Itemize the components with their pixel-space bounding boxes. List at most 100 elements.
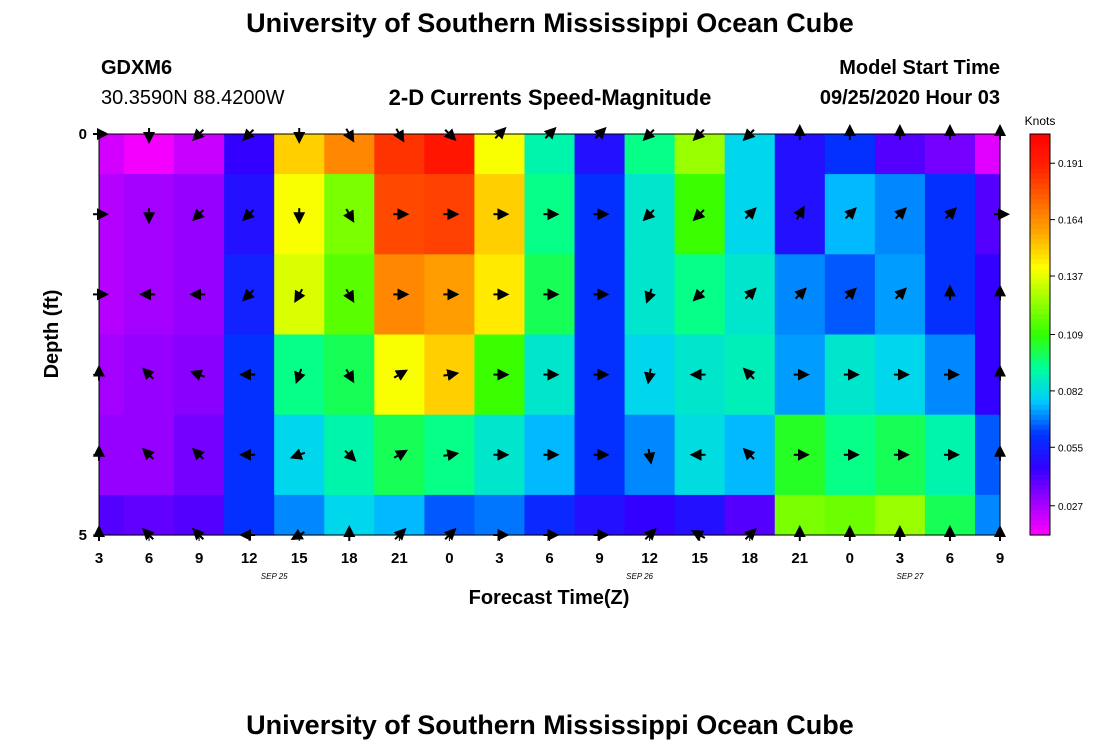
colorbar-swatch [1030, 249, 1050, 255]
x-tick-label: 9 [195, 550, 203, 567]
current-arrow [141, 447, 155, 461]
colorbar-swatch [1030, 514, 1050, 521]
colorbar-swatch [1030, 489, 1050, 496]
current-arrow [944, 207, 958, 220]
current-arrow [744, 207, 757, 220]
colorbar-swatch [1030, 364, 1050, 371]
current-arrow [643, 448, 656, 465]
heat-cell [974, 254, 1001, 336]
colorbar-swatch [1030, 394, 1050, 401]
date-label: SEP 27 [896, 572, 923, 581]
current-arrow [189, 369, 206, 381]
x-tick-label: 12 [241, 550, 258, 567]
current-arrow [692, 288, 706, 302]
colorbar-swatch [1030, 424, 1050, 431]
colorbar-swatch [1030, 199, 1050, 205]
colorbar-swatch [1030, 304, 1050, 311]
colorbar-swatch [1030, 319, 1050, 326]
current-arrow [289, 448, 306, 460]
current-arrow [794, 287, 807, 301]
colorbar-swatch [1030, 154, 1050, 160]
x-tick-label: 6 [145, 550, 153, 567]
colorbar-swatch [1030, 174, 1050, 180]
current-arrow [894, 207, 907, 220]
heat-cell [724, 494, 776, 536]
heat-cell [624, 134, 676, 175]
current-arrow [343, 449, 357, 462]
heat-cell [774, 134, 826, 175]
heat-cell [974, 334, 1001, 416]
colorbar-swatch [1030, 389, 1050, 396]
colorbar-swatch [1030, 254, 1050, 260]
model-start-time: 09/25/2020 Hour 03 [819, 87, 1000, 109]
model-start-label: Model Start Time [839, 57, 1000, 79]
chart-subtitle: 2-D Currents Speed-Magnitude [388, 85, 712, 110]
heat-cell [374, 134, 425, 175]
current-arrow [844, 207, 857, 220]
colorbar-swatch [1030, 484, 1050, 491]
colorbar-swatch [1030, 309, 1050, 316]
heat-cell [674, 134, 726, 175]
heat-cell [224, 494, 275, 536]
heat-cell [424, 494, 476, 536]
colorbar-swatch [1030, 504, 1050, 511]
colorbar-swatch [1030, 439, 1050, 446]
colorbar-swatch [1030, 234, 1050, 240]
colorbar-swatch [1030, 499, 1050, 506]
colorbar-swatch [1030, 299, 1050, 306]
heat-cell [574, 494, 626, 536]
colorbar-swatch [1030, 509, 1050, 516]
colorbar-swatch [1030, 204, 1050, 210]
heat-cell [274, 134, 325, 175]
colorbar-swatch [1030, 529, 1050, 536]
colorbar-swatch [1030, 134, 1050, 140]
current-arrow [844, 287, 857, 301]
x-tick-label: 3 [896, 550, 904, 567]
x-tick-label: 21 [791, 550, 808, 567]
colorbar-unit: Knots [1025, 114, 1056, 128]
current-arrow [744, 287, 757, 301]
colorbar-swatch [1030, 289, 1050, 295]
x-tick-label: 6 [946, 550, 954, 567]
x-tick-label: 3 [495, 550, 503, 567]
current-arrow [294, 368, 306, 384]
x-tick-label: 15 [291, 550, 308, 567]
colorbar-tick-label: 0.082 [1058, 387, 1083, 398]
heat-cell [99, 334, 125, 416]
heat-cell [574, 134, 626, 175]
heat-cell [174, 494, 225, 536]
colorbar-swatch [1030, 184, 1050, 190]
x-tick-label: 9 [996, 550, 1004, 567]
heat-cell [124, 134, 175, 175]
colorbar-swatch [1030, 494, 1050, 501]
colorbar-swatch [1030, 359, 1050, 366]
current-arrow [343, 288, 355, 304]
colorbar-swatch [1030, 344, 1050, 351]
heat-cell [374, 494, 425, 536]
colorbar-swatch [1030, 419, 1050, 426]
x-tick-label: 9 [595, 550, 603, 567]
colorbar-swatch [1030, 414, 1050, 421]
colorbar-swatch [1030, 219, 1050, 225]
current-arrow [393, 369, 408, 381]
heat-cell [974, 494, 1001, 536]
x-tick-label: 12 [641, 550, 658, 567]
current-arrow [793, 205, 805, 220]
colorbar-swatch [1030, 474, 1050, 481]
colorbar-swatch [1030, 229, 1050, 235]
heat-cell [724, 134, 776, 175]
colorbar-swatch [1030, 329, 1050, 336]
colorbar-swatch [1030, 164, 1050, 170]
y-tick-label: 0 [79, 126, 87, 143]
x-tick-label: 6 [545, 550, 553, 567]
colorbar-swatch [1030, 459, 1050, 466]
current-arrow [692, 208, 706, 222]
x-tick-label: 0 [445, 550, 453, 567]
y-axis-label: Depth (ft) [41, 290, 63, 379]
colorbar-swatch [1030, 369, 1050, 376]
x-tick-label: 15 [691, 550, 708, 567]
current-arrow [742, 447, 756, 461]
heat-cell [474, 134, 526, 175]
colorbar-swatch [1030, 239, 1050, 245]
colorbar-swatch [1030, 444, 1050, 451]
